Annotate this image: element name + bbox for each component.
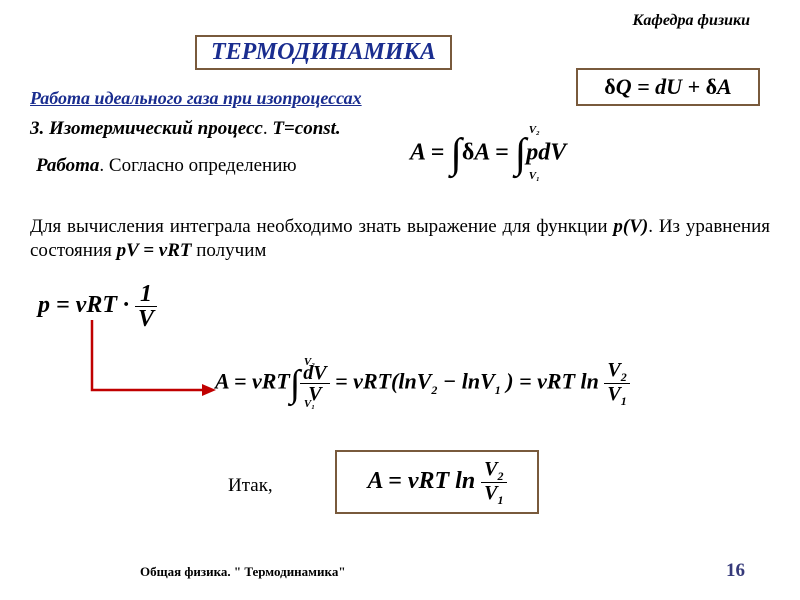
derivation-arrow	[88, 320, 228, 400]
pressure-equation: p = νRT · 1V	[38, 282, 157, 331]
footer-text: Общая физика. " Термодинамика"	[140, 564, 346, 580]
process-name: Изотермический процесс	[49, 118, 263, 139]
process-condition: T=const.	[272, 118, 340, 139]
process-number: 3.	[30, 118, 49, 139]
period: .	[263, 118, 273, 139]
work-derivation-equation: A = νRT∫V₂V₁dVV = νRT(lnV2 − lnV1 ) = νR…	[215, 360, 630, 407]
work-line: Работа. Согласно определению	[36, 155, 297, 177]
process-line: 3. Изотермический процесс. T=const.	[30, 118, 341, 140]
work-label: Работа	[36, 155, 99, 176]
explanation-paragraph: Для вычисления интеграла необходимо знат…	[30, 215, 770, 263]
first-law-equation: δQ = dU + δA	[576, 68, 760, 106]
work-text: Согласно определению	[109, 155, 297, 176]
final-work-equation: A = νRT ln V2V1	[335, 450, 539, 514]
page-number: 16	[726, 560, 745, 582]
period2: .	[99, 155, 109, 176]
dept-label: Кафедра физики	[633, 12, 750, 30]
therefore-label: Итак,	[228, 475, 273, 497]
work-integral-equation: A = ∫δA = ∫V₂V₁pdV	[410, 130, 566, 178]
page-title: ТЕРМОДИНАМИКА	[195, 35, 452, 70]
section-subtitle: Работа идеального газа при изопроцессах	[30, 88, 362, 109]
